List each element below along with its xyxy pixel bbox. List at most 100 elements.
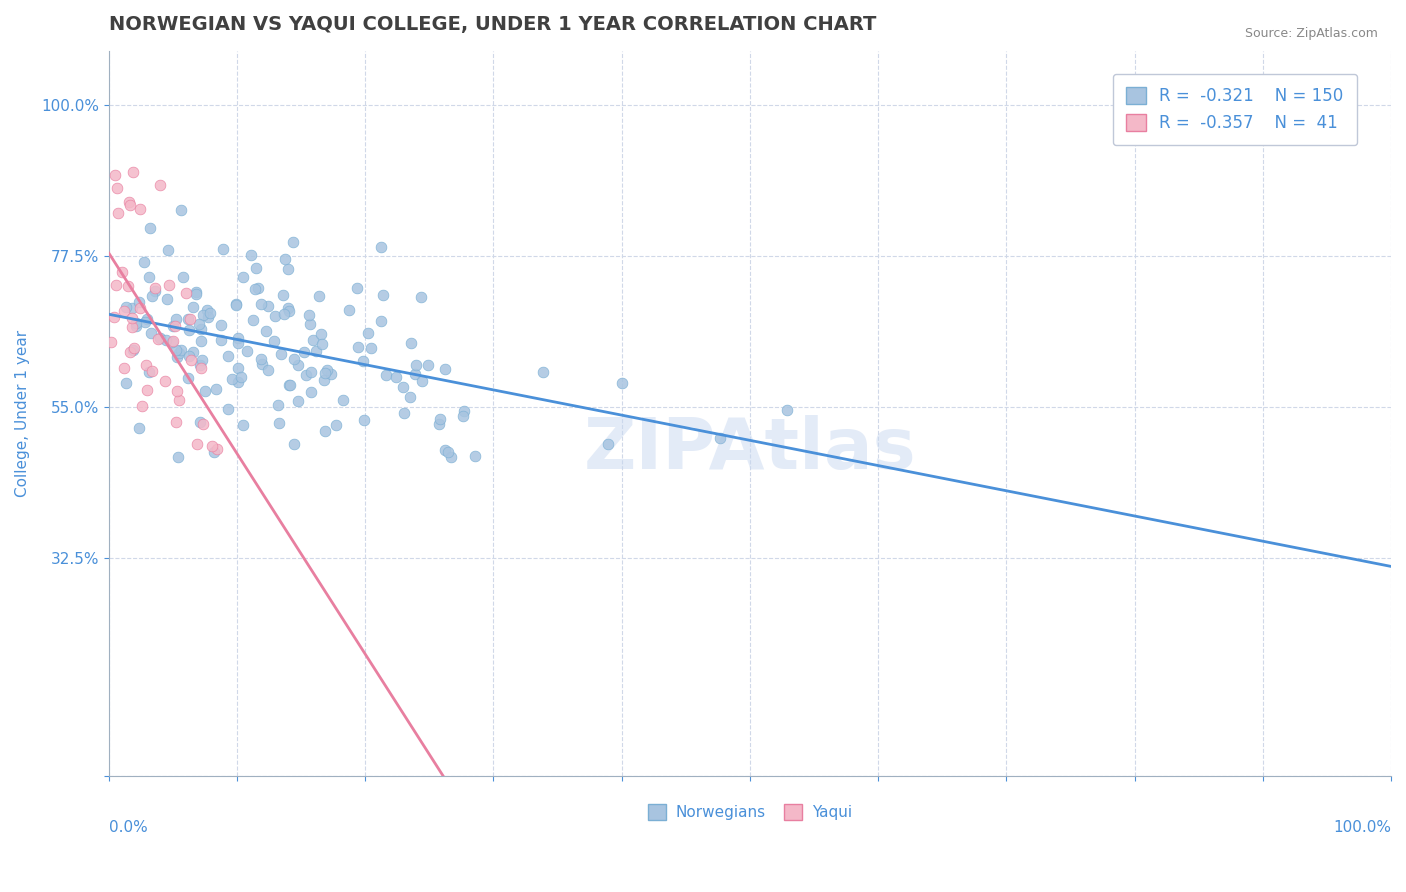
Point xyxy=(138,365,160,379)
Point xyxy=(264,309,287,323)
Point xyxy=(139,221,162,235)
Point xyxy=(250,352,273,367)
Point xyxy=(134,315,156,329)
Point xyxy=(278,378,301,392)
Point xyxy=(298,318,321,332)
Point xyxy=(153,375,176,389)
Point xyxy=(269,416,291,430)
Point xyxy=(167,450,190,465)
Point xyxy=(250,297,273,311)
Point xyxy=(202,445,225,459)
Point xyxy=(464,449,486,463)
Point xyxy=(156,292,179,306)
Point xyxy=(105,181,128,195)
Point xyxy=(277,304,299,318)
Point xyxy=(205,442,228,456)
Point xyxy=(427,417,450,432)
Point xyxy=(190,334,212,348)
Point xyxy=(221,372,243,386)
Point xyxy=(240,248,263,262)
Point xyxy=(232,418,254,433)
Point xyxy=(308,289,330,303)
Point xyxy=(298,309,321,323)
Point xyxy=(311,327,333,342)
Point xyxy=(314,424,336,438)
Text: 100.0%: 100.0% xyxy=(1333,820,1391,835)
Point xyxy=(273,252,295,266)
Point xyxy=(156,244,179,258)
Point xyxy=(270,347,292,361)
Point xyxy=(201,439,224,453)
Point xyxy=(172,270,194,285)
Point xyxy=(352,353,374,368)
Point xyxy=(209,333,232,347)
Point xyxy=(118,197,141,211)
Point xyxy=(121,319,143,334)
Point xyxy=(411,375,433,389)
Point xyxy=(128,202,150,216)
Point xyxy=(107,206,129,220)
Point xyxy=(118,194,141,209)
Point xyxy=(332,392,354,407)
Point xyxy=(267,398,290,412)
Point xyxy=(136,384,159,398)
Point xyxy=(404,367,426,381)
Point xyxy=(122,343,145,358)
Point xyxy=(319,367,342,381)
Point xyxy=(157,277,180,292)
Point xyxy=(191,308,214,322)
Point xyxy=(451,409,474,423)
Point xyxy=(370,314,392,328)
Point xyxy=(186,437,208,451)
Point xyxy=(104,168,127,182)
Point xyxy=(433,361,456,376)
Point xyxy=(174,286,197,301)
Point xyxy=(242,313,264,327)
Point xyxy=(453,404,475,418)
Point xyxy=(190,322,212,336)
Point xyxy=(129,301,152,315)
Point xyxy=(226,376,249,390)
Point xyxy=(337,302,360,317)
Point xyxy=(281,235,304,249)
Point xyxy=(115,376,138,390)
Point xyxy=(165,415,187,429)
Point xyxy=(170,343,193,357)
Point xyxy=(115,300,138,314)
Point xyxy=(134,254,156,268)
Point xyxy=(135,312,157,326)
Point xyxy=(170,202,193,217)
Point xyxy=(180,353,202,368)
Point xyxy=(200,306,222,320)
Legend: Norwegians, Yaqui: Norwegians, Yaqui xyxy=(643,798,858,827)
Point xyxy=(165,343,187,357)
Point xyxy=(166,351,188,365)
Point xyxy=(181,345,204,359)
Point xyxy=(118,344,141,359)
Point xyxy=(312,373,335,387)
Text: Source: ZipAtlas.com: Source: ZipAtlas.com xyxy=(1244,27,1378,40)
Point xyxy=(177,371,200,385)
Point xyxy=(299,365,322,379)
Point xyxy=(149,178,172,193)
Point xyxy=(197,310,219,325)
Point xyxy=(117,279,139,293)
Point xyxy=(135,358,157,372)
Point xyxy=(287,358,309,372)
Text: 0.0%: 0.0% xyxy=(108,820,148,835)
Point xyxy=(316,363,339,377)
Point xyxy=(169,346,191,360)
Text: NORWEGIAN VS YAQUI COLLEGE, UNDER 1 YEAR CORRELATION CHART: NORWEGIAN VS YAQUI COLLEGE, UNDER 1 YEAR… xyxy=(108,15,876,34)
Point xyxy=(295,368,318,382)
Point xyxy=(131,400,153,414)
Point xyxy=(374,368,396,383)
Point xyxy=(346,281,368,295)
Point xyxy=(112,304,135,318)
Point xyxy=(177,349,200,363)
Point xyxy=(143,280,166,294)
Point xyxy=(143,285,166,299)
Point xyxy=(103,310,125,325)
Point xyxy=(429,412,451,426)
Point xyxy=(257,299,280,313)
Point xyxy=(226,330,249,344)
